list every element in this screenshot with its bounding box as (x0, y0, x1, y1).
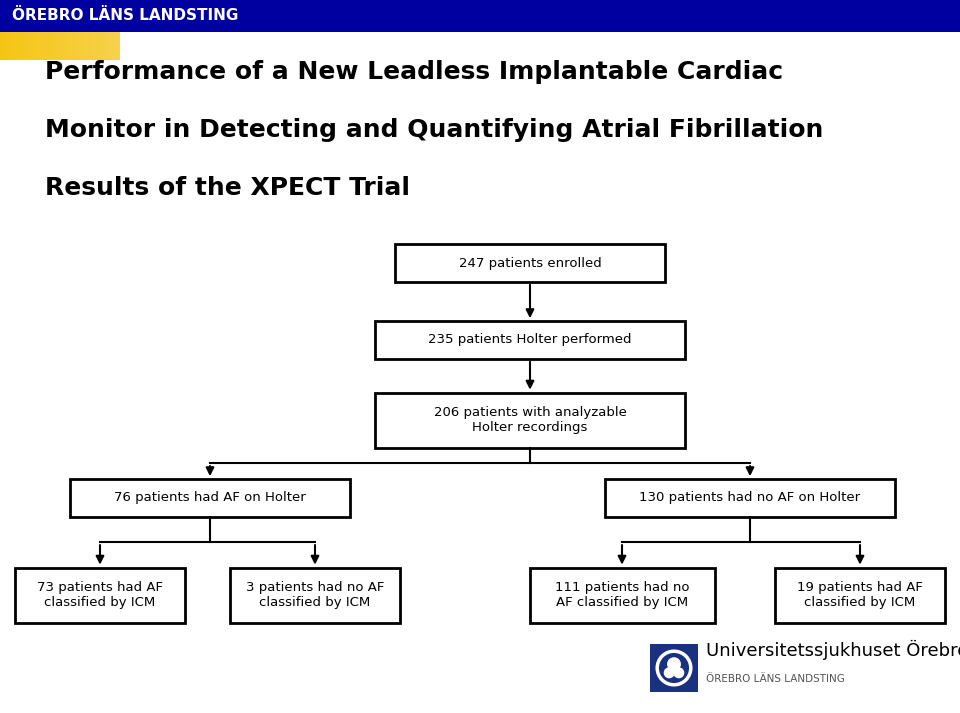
Text: Universitetssjukhuset Örebro: Universitetssjukhuset Örebro (706, 640, 960, 660)
Bar (66, 32, 72, 60)
Text: 206 patients with analyzable
Holter recordings: 206 patients with analyzable Holter reco… (434, 406, 627, 434)
Bar (60, 32, 66, 60)
Bar (6, 32, 12, 60)
Bar (605, 479, 895, 517)
Bar (24, 32, 30, 60)
Bar (102, 32, 108, 60)
Bar (72, 32, 78, 60)
Bar (54, 32, 60, 60)
Bar (48, 32, 54, 60)
Text: 111 patients had no
AF classified by ICM: 111 patients had no AF classified by ICM (555, 581, 689, 609)
Text: 235 patients Holter performed: 235 patients Holter performed (428, 334, 632, 347)
Text: 247 patients enrolled: 247 patients enrolled (459, 257, 601, 270)
Bar (775, 568, 945, 622)
Bar (15, 568, 185, 622)
Bar (530, 568, 714, 622)
Bar (114, 32, 120, 60)
Circle shape (674, 668, 684, 677)
Bar (18, 32, 24, 60)
Text: 130 patients had no AF on Holter: 130 patients had no AF on Holter (639, 491, 860, 505)
Text: Monitor in Detecting and Quantifying Atrial Fibrillation: Monitor in Detecting and Quantifying Atr… (45, 118, 824, 142)
Bar (650, 644, 698, 692)
Circle shape (664, 668, 674, 677)
Bar (375, 392, 685, 448)
Bar (84, 32, 90, 60)
Bar (108, 32, 114, 60)
Bar (30, 32, 36, 60)
Text: 19 patients had AF
classified by ICM: 19 patients had AF classified by ICM (797, 581, 923, 609)
Bar (375, 321, 685, 359)
Text: 3 patients had no AF
classified by ICM: 3 patients had no AF classified by ICM (246, 581, 384, 609)
Bar (36, 32, 42, 60)
Bar (78, 32, 84, 60)
Bar (12, 32, 18, 60)
Text: 76 patients had AF on Holter: 76 patients had AF on Holter (114, 491, 306, 505)
Text: Results of the XPECT Trial: Results of the XPECT Trial (45, 176, 410, 200)
Bar (70, 479, 350, 517)
Bar (0, 32, 120, 60)
Text: ÖREBRO LÄNS LANDSTING: ÖREBRO LÄNS LANDSTING (12, 9, 238, 24)
Text: Performance of a New Leadless Implantable Cardiac: Performance of a New Leadless Implantabl… (45, 60, 783, 84)
Bar (0, 0, 960, 32)
Bar (230, 568, 400, 622)
Bar (90, 32, 96, 60)
Bar (96, 32, 102, 60)
Text: 73 patients had AF
classified by ICM: 73 patients had AF classified by ICM (37, 581, 163, 609)
Bar (395, 244, 665, 282)
Bar (0, 32, 6, 60)
Text: ÖREBRO LÄNS LANDSTING: ÖREBRO LÄNS LANDSTING (706, 674, 845, 684)
Bar (42, 32, 48, 60)
Circle shape (668, 658, 681, 670)
